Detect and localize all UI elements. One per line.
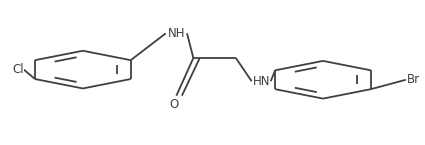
Text: Cl: Cl bbox=[12, 63, 23, 76]
Text: O: O bbox=[170, 98, 179, 111]
Text: NH: NH bbox=[168, 27, 185, 40]
Text: Br: Br bbox=[407, 73, 420, 86]
Text: HN: HN bbox=[253, 75, 270, 88]
